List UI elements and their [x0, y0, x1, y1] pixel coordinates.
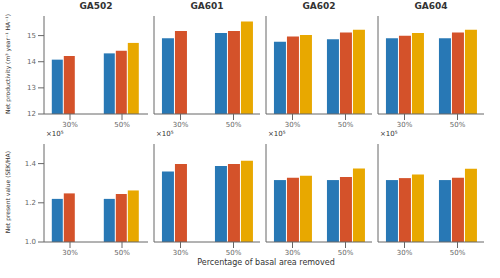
html-text:Net present value (SEK/HA): Net present value (SEK/HA): [3, 150, 11, 234]
html-text:Net productivity (m³ year⁻¹ HA: Net productivity (m³ year⁻¹ HA⁻¹): [3, 13, 11, 114]
svg-text:50%: 50%: [114, 249, 130, 256]
svg-text:50%: 50%: [114, 121, 130, 128]
svg-text:50%: 50%: [226, 249, 242, 256]
svg-text:30%: 30%: [173, 121, 189, 128]
svg-text:30%: 30%: [397, 249, 413, 256]
html-text:×10⁵: ×10⁵: [156, 130, 174, 138]
svg-text:30%: 30%: [285, 249, 301, 256]
html-text:GA602: GA602: [302, 1, 336, 11]
html-text:GA502: GA502: [79, 1, 113, 11]
html-text:×10⁵: ×10⁵: [380, 130, 398, 138]
svg-text:30%: 30%: [397, 121, 413, 128]
html-text:×10⁵: ×10⁵: [46, 130, 64, 138]
svg-text:13: 13: [27, 84, 36, 92]
svg-text:50%: 50%: [226, 121, 242, 128]
html-text:×10⁵: ×10⁵: [268, 130, 286, 138]
svg-text:15: 15: [27, 32, 36, 40]
svg-text:1.2: 1.2: [25, 199, 36, 207]
svg-text:1.0: 1.0: [25, 238, 36, 246]
html-text:GA601: GA601: [190, 1, 224, 11]
svg-text:50%: 50%: [338, 249, 354, 256]
svg-text:50%: 50%: [338, 121, 354, 128]
svg-text:50%: 50%: [450, 121, 466, 128]
svg-text:30%: 30%: [62, 249, 78, 256]
svg-text:50%: 50%: [450, 249, 466, 256]
svg-text:30%: 30%: [62, 121, 78, 128]
svg-text:30%: 30%: [173, 249, 189, 256]
svg-text:12: 12: [27, 110, 36, 118]
html-text:GA604: GA604: [414, 1, 448, 11]
svg-text:1.4: 1.4: [25, 160, 37, 168]
svg-text:30%: 30%: [285, 121, 301, 128]
html-text:Percentage of basal area remov: Percentage of basal area removed: [197, 258, 335, 267]
svg-text:14: 14: [27, 58, 36, 66]
